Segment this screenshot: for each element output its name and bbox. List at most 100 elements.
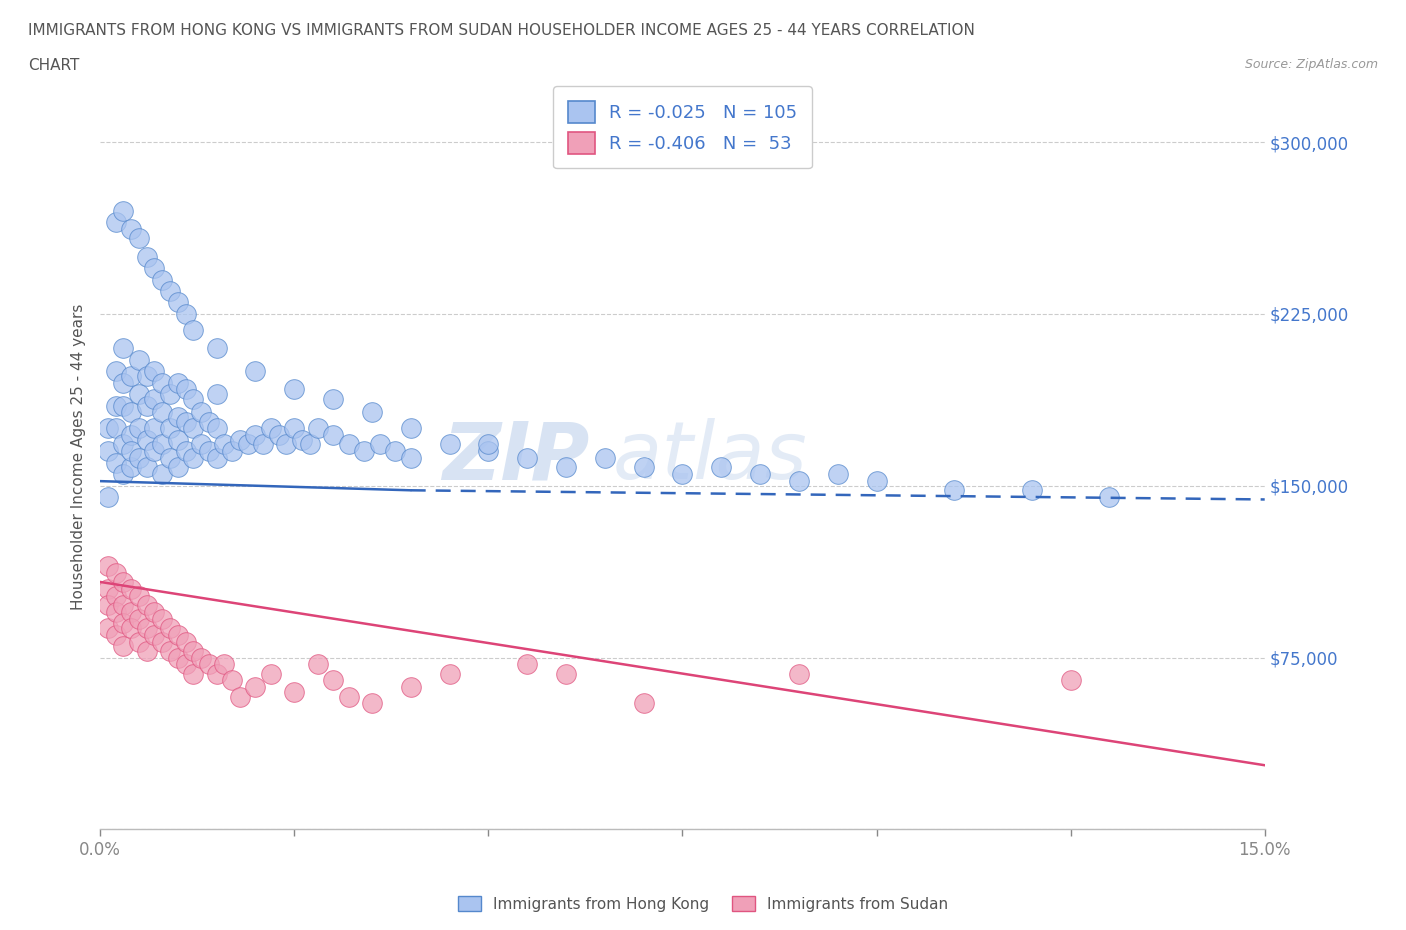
Point <box>174 657 197 671</box>
Point <box>104 604 127 619</box>
Point <box>322 673 344 688</box>
Point <box>174 414 197 429</box>
Point <box>128 634 150 649</box>
Point <box>112 575 135 590</box>
Point <box>97 421 120 436</box>
Point <box>159 284 181 299</box>
Point <box>555 460 578 475</box>
Point <box>307 421 329 436</box>
Point <box>120 460 142 475</box>
Point <box>283 421 305 436</box>
Point <box>516 657 538 671</box>
Point <box>322 428 344 443</box>
Point <box>104 215 127 230</box>
Point <box>181 421 204 436</box>
Point <box>128 611 150 626</box>
Point <box>181 666 204 681</box>
Point <box>174 634 197 649</box>
Point <box>671 467 693 482</box>
Point <box>104 627 127 642</box>
Point <box>166 375 188 390</box>
Point <box>205 451 228 466</box>
Point <box>97 490 120 505</box>
Point <box>120 428 142 443</box>
Point <box>399 421 422 436</box>
Point <box>353 444 375 458</box>
Point <box>205 340 228 355</box>
Point <box>399 680 422 695</box>
Point <box>120 444 142 458</box>
Point <box>198 657 221 671</box>
Point <box>283 684 305 699</box>
Point <box>159 421 181 436</box>
Point <box>120 405 142 419</box>
Point <box>128 451 150 466</box>
Point <box>104 364 127 379</box>
Point <box>166 409 188 424</box>
Point <box>593 451 616 466</box>
Point <box>267 428 290 443</box>
Point <box>439 666 461 681</box>
Point <box>181 392 204 406</box>
Point <box>166 295 188 310</box>
Point <box>159 451 181 466</box>
Point <box>360 405 382 419</box>
Point <box>865 473 887 488</box>
Point <box>229 689 252 704</box>
Point <box>150 611 173 626</box>
Point <box>104 456 127 471</box>
Point <box>198 414 221 429</box>
Point <box>943 483 966 498</box>
Point <box>112 616 135 631</box>
Point <box>298 437 321 452</box>
Legend: R = -0.025   N = 105, R = -0.406   N =  53: R = -0.025 N = 105, R = -0.406 N = 53 <box>553 86 811 168</box>
Point <box>190 437 212 452</box>
Point <box>245 364 267 379</box>
Point <box>112 375 135 390</box>
Point <box>214 437 236 452</box>
Point <box>104 398 127 413</box>
Point <box>174 382 197 397</box>
Point <box>135 398 157 413</box>
Point <box>135 432 157 447</box>
Point <box>150 375 173 390</box>
Point <box>1098 490 1121 505</box>
Point <box>384 444 406 458</box>
Point <box>190 650 212 665</box>
Text: CHART: CHART <box>28 58 80 73</box>
Point <box>112 639 135 654</box>
Point <box>368 437 391 452</box>
Point <box>128 387 150 402</box>
Legend: Immigrants from Hong Kong, Immigrants from Sudan: Immigrants from Hong Kong, Immigrants fr… <box>451 889 955 918</box>
Point <box>143 627 166 642</box>
Point <box>291 432 314 447</box>
Point <box>97 620 120 635</box>
Point <box>166 627 188 642</box>
Point <box>555 666 578 681</box>
Point <box>633 696 655 711</box>
Text: IMMIGRANTS FROM HONG KONG VS IMMIGRANTS FROM SUDAN HOUSEHOLDER INCOME AGES 25 - : IMMIGRANTS FROM HONG KONG VS IMMIGRANTS … <box>28 23 974 38</box>
Point <box>221 673 243 688</box>
Point <box>135 597 157 612</box>
Point <box>112 437 135 452</box>
Point <box>150 634 173 649</box>
Point <box>181 644 204 658</box>
Point <box>174 444 197 458</box>
Point <box>97 444 120 458</box>
Point <box>633 460 655 475</box>
Point <box>787 666 810 681</box>
Point <box>135 368 157 383</box>
Text: atlas: atlas <box>613 418 807 496</box>
Point <box>150 405 173 419</box>
Point <box>337 689 360 704</box>
Point <box>128 352 150 367</box>
Text: Source: ZipAtlas.com: Source: ZipAtlas.com <box>1244 58 1378 71</box>
Point <box>150 467 173 482</box>
Point <box>166 650 188 665</box>
Point <box>787 473 810 488</box>
Point <box>97 581 120 596</box>
Point <box>477 444 499 458</box>
Point <box>260 421 283 436</box>
Point <box>159 620 181 635</box>
Point <box>198 444 221 458</box>
